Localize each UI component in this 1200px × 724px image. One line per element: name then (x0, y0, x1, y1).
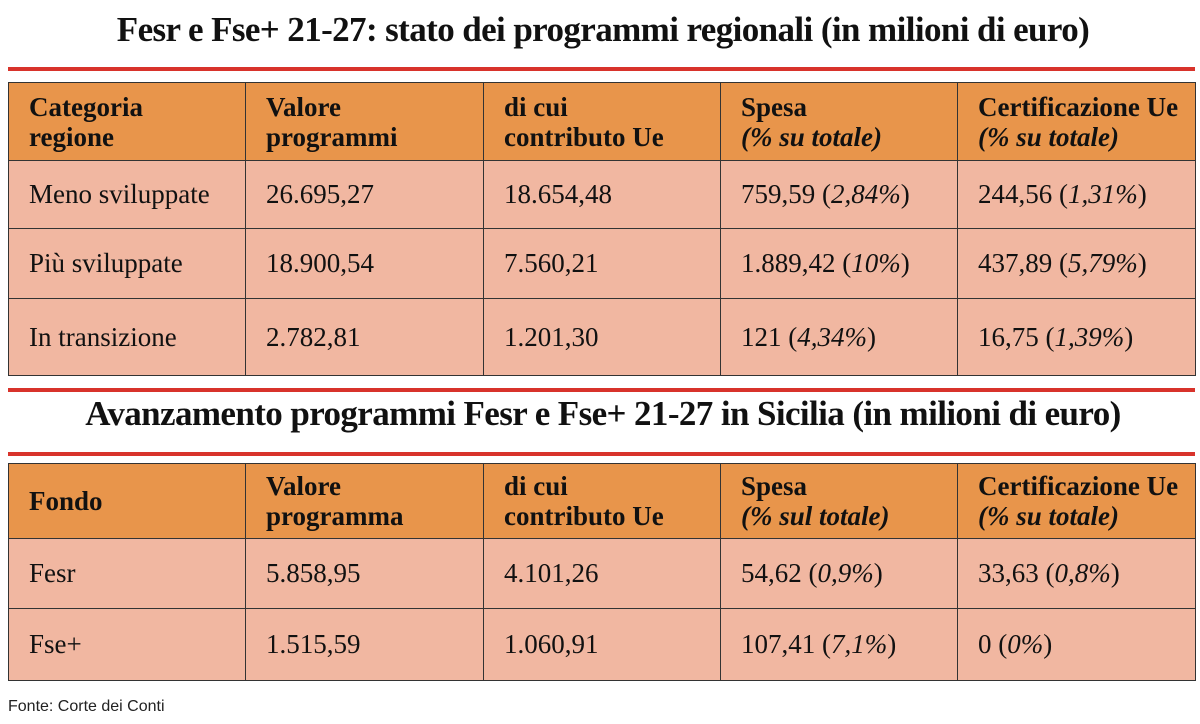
cell: 18.900,54 (245, 228, 484, 299)
cell: Fse+ (8, 608, 246, 681)
table: Fondo Valore programma di cui contributo Ue S… (8, 463, 1196, 681)
header-line: di cui (504, 91, 568, 122)
header-line: Certificazione Ue (978, 471, 1179, 501)
header-line: Spesa (741, 471, 808, 501)
cell: Meno sviluppate (8, 160, 246, 229)
header-cell: di cui contributo Ue (483, 82, 721, 161)
header-line: contributo Ue (504, 121, 664, 152)
cell: 1.889,42 (10%) (720, 228, 958, 299)
cell: 244,56 (1,31%) (957, 160, 1196, 229)
cell: 121 (4,34%) (720, 298, 958, 376)
source: Fonte: Corte dei Conti (8, 698, 165, 715)
row: Fesr 5.858,95 4.101,26 54,62 (0,9%) 33,63 (0… (8, 538, 1196, 609)
header-line: Spesa (741, 91, 808, 122)
cell: 16,75 (1,39%) (957, 298, 1196, 376)
row: Più sviluppate 18.900,54 7.560,21 1.889,42 … (8, 228, 1196, 299)
header-line: (% sul totale) (741, 501, 890, 531)
header-cell: Valore programmi (245, 82, 484, 161)
cell: Più sviluppate (8, 228, 246, 299)
cell: 7.560,21 (483, 228, 721, 299)
cell: 1.201,30 (483, 298, 721, 376)
header-line: Valore (266, 471, 342, 501)
header-cell: Spesa (% sul totale) (720, 463, 958, 539)
cell: 5.858,95 (245, 538, 484, 609)
header-line: di cui (504, 471, 568, 501)
header-line: programma (266, 501, 404, 531)
cell: 4.101,26 (483, 538, 721, 609)
header-cell: Certificazione Ue (% su totale) (957, 463, 1196, 539)
cell: 54,62 (0,9%) (720, 538, 958, 609)
cell: 2.782,81 (245, 298, 484, 376)
header-line: programmi (266, 121, 398, 152)
header-line: regione (29, 121, 114, 152)
header-line: Categoria (29, 91, 143, 122)
red-rule (8, 67, 1195, 71)
cell: 0 (0%) (957, 608, 1196, 681)
cell: 759,59 (2,84%) (720, 160, 958, 229)
red-rule (8, 452, 1195, 456)
cell: 26.695,27 (245, 160, 484, 229)
header-line: Valore (266, 91, 342, 122)
cell: Fesr (8, 538, 246, 609)
cell: 1.515,59 (245, 608, 484, 681)
table-title: Avanzamento programmi Fesr e Fse+ 21-27 … (85, 394, 1121, 433)
header-line: contributo Ue (504, 501, 664, 531)
header-row: Fondo Valore programma di cui contributo Ue S… (8, 463, 1196, 539)
cell: 33,63 (0,8%) (957, 538, 1196, 609)
header-row: Categoria regione Valore programmi di cui con… (8, 82, 1196, 161)
row: In transizione 2.782,81 1.201,30 121 (4,34%… (8, 298, 1196, 376)
cell: 107,41 (7,1%) (720, 608, 958, 681)
header-line: (% su totale) (978, 501, 1119, 531)
header-line: (% su totale) (741, 121, 882, 152)
cell: 1.060,91 (483, 608, 721, 681)
table: Categoria regione Valore programmi di cui con… (8, 82, 1196, 376)
cell: 18.654,48 (483, 160, 721, 229)
header-cell: di cui contributo Ue (483, 463, 721, 539)
header-cell: Certificazione Ue (% su totale) (957, 82, 1196, 161)
table-title: Fesr e Fse+ 21-27: stato dei programmi r… (116, 10, 1090, 49)
row: Meno sviluppate 26.695,27 18.654,48 759,59 … (8, 160, 1196, 229)
row: Fse+ 1.515,59 1.060,91 107,41 (7,1%) 0 (0%) (8, 608, 1196, 681)
cell: In transizione (8, 298, 246, 376)
header-line: Fondo (29, 486, 103, 516)
red-rule (8, 388, 1195, 392)
cell: 437,89 (5,79%) (957, 228, 1196, 299)
header-cell: Spesa (% su totale) (720, 82, 958, 161)
header-line: Certificazione Ue (978, 91, 1179, 122)
header-cell: Categoria regione (8, 82, 246, 161)
header-cell: Fondo (8, 463, 246, 539)
header-line: (% su totale) (978, 121, 1119, 152)
header-cell: Valore programma (245, 463, 484, 539)
